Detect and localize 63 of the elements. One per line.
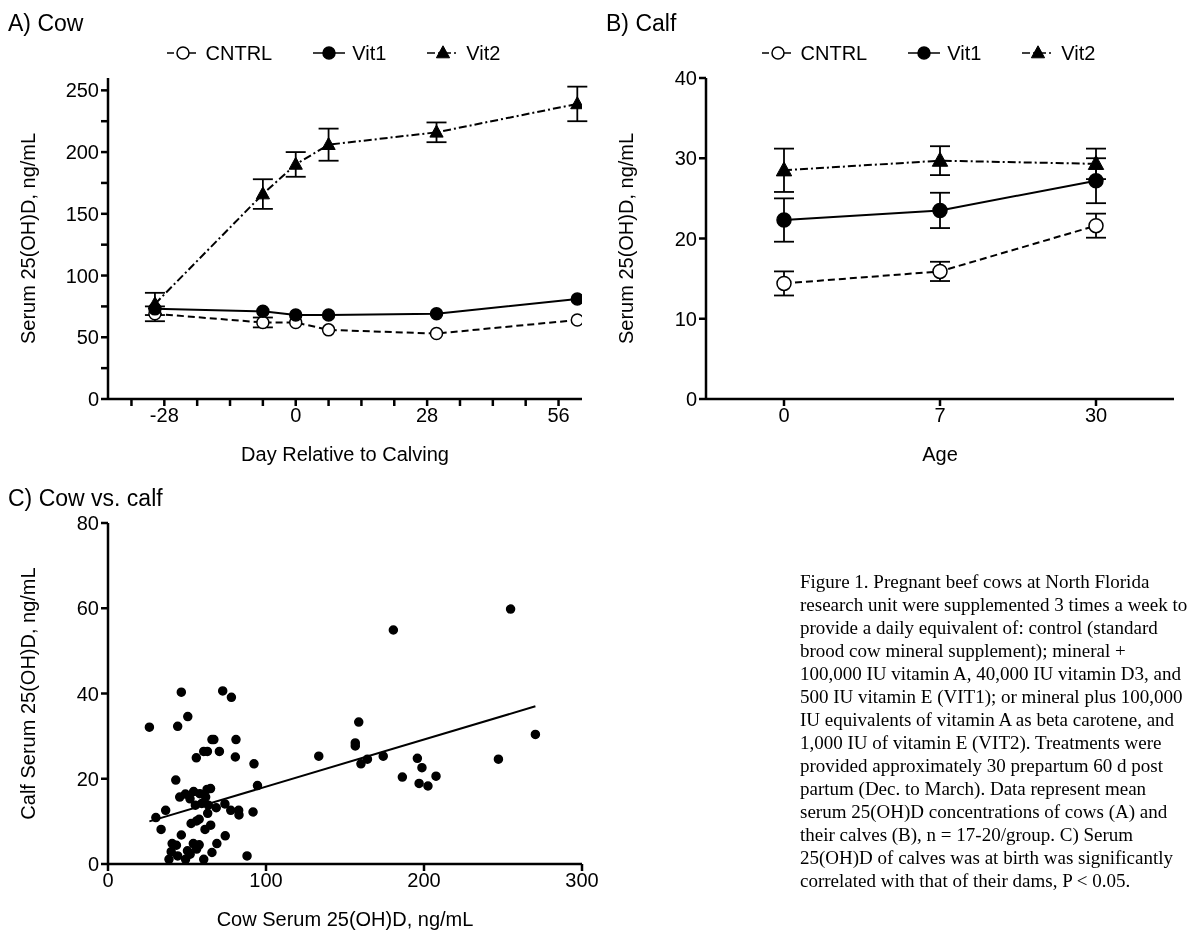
point xyxy=(288,156,303,170)
y-axis-title: Calf Serum 25(OH)D, ng/mL xyxy=(17,567,40,820)
y-tick-label: 150 xyxy=(65,202,99,225)
y-tick-label: 100 xyxy=(65,264,99,287)
point xyxy=(776,212,792,228)
x-tick-label: 30 xyxy=(1084,404,1108,427)
point xyxy=(288,308,303,322)
chart-title: A) Cow xyxy=(8,9,85,38)
x-tick-label: 28 xyxy=(416,404,439,427)
x-tick-label: 100 xyxy=(249,869,283,892)
point xyxy=(429,307,444,321)
x-tick-label: 0 xyxy=(778,404,790,427)
y-tick-label: 80 xyxy=(76,512,99,535)
x-axis-title: Day Relative to Calving xyxy=(241,443,449,465)
y-tick-label: 60 xyxy=(76,597,99,620)
point xyxy=(1088,217,1104,234)
point xyxy=(256,304,270,319)
text: Figure 1. Pregnant beef cows at North Florida research unit were supplemented 3 times a week to provide a daily equivalent of: control (standard brood cow mineral supplement); mineral + 100,000 IU vitamin A, 40,000 IU vitamin D3, and 500 IU vitamin E (VIT1); or mineral plus 100,000 IU equivalents of vitamin A as beta carotene, and 1,000 IU of vitamin E (VIT2). Treatments were provided approximately 30 prepartum 60 d post partum (Dec. to March). Data represent mean serum 25(OH)D concentrations of cows (A) and their calves (B), n = 17-20/group. C) Serum 25(OH)D of calves was at birth was significantly correlated with that of their dams, P < 0.05. xyxy=(800,571,1188,891)
point xyxy=(1088,172,1104,189)
x-tick-label: 56 xyxy=(547,404,570,427)
y-axis-title: Serum 25(OH)D, ng/mL xyxy=(17,132,40,345)
legend-label: CNTRL xyxy=(205,41,273,65)
point xyxy=(255,186,270,200)
point xyxy=(931,151,949,167)
y-tick-label: 50 xyxy=(76,326,99,349)
point xyxy=(776,275,792,292)
y-tick-label: 20 xyxy=(674,227,697,250)
y-tick-label: 200 xyxy=(65,141,99,164)
chart-title: B) Calf xyxy=(606,9,678,38)
legend-label: CNTRL xyxy=(800,41,868,65)
legend-label: Vit1 xyxy=(352,41,387,65)
y-tick-label: 40 xyxy=(674,67,697,90)
y-tick-label: 0 xyxy=(685,388,697,411)
x-tick-label: 0 xyxy=(290,404,302,427)
point xyxy=(775,161,793,177)
y-tick-label: 10 xyxy=(674,307,697,330)
point xyxy=(429,326,444,341)
x-axis-title: Age xyxy=(922,443,958,465)
legend-label: Vit2 xyxy=(466,41,501,65)
y-tick-label: 250 xyxy=(65,79,99,102)
point xyxy=(256,315,270,330)
x-tick-label: 200 xyxy=(407,869,441,892)
x-tick-label: 300 xyxy=(565,869,599,892)
chart-title: C) Cow vs. calf xyxy=(8,484,164,513)
legend-label: Vit2 xyxy=(1061,41,1096,65)
point xyxy=(429,124,444,138)
y-axis-title: Serum 25(OH)D, ng/mL xyxy=(615,132,638,345)
y-tick-label: 0 xyxy=(87,388,99,411)
point xyxy=(321,323,336,337)
point xyxy=(321,136,336,150)
y-tick-label: 0 xyxy=(87,853,99,876)
point xyxy=(321,308,336,322)
y-tick-label: 30 xyxy=(674,147,697,170)
point xyxy=(147,296,163,310)
y-tick-label: 40 xyxy=(76,682,99,705)
point xyxy=(1087,154,1105,170)
x-tick-label: 0 xyxy=(102,869,114,892)
legend-label: Vit1 xyxy=(947,41,982,65)
point xyxy=(932,202,948,219)
x-tick-label: 7 xyxy=(934,404,946,427)
x-axis-title: Cow Serum 25(OH)D, ng/mL xyxy=(216,908,474,930)
x-tick-label: -28 xyxy=(149,404,179,427)
y-tick-label: 20 xyxy=(76,767,99,790)
